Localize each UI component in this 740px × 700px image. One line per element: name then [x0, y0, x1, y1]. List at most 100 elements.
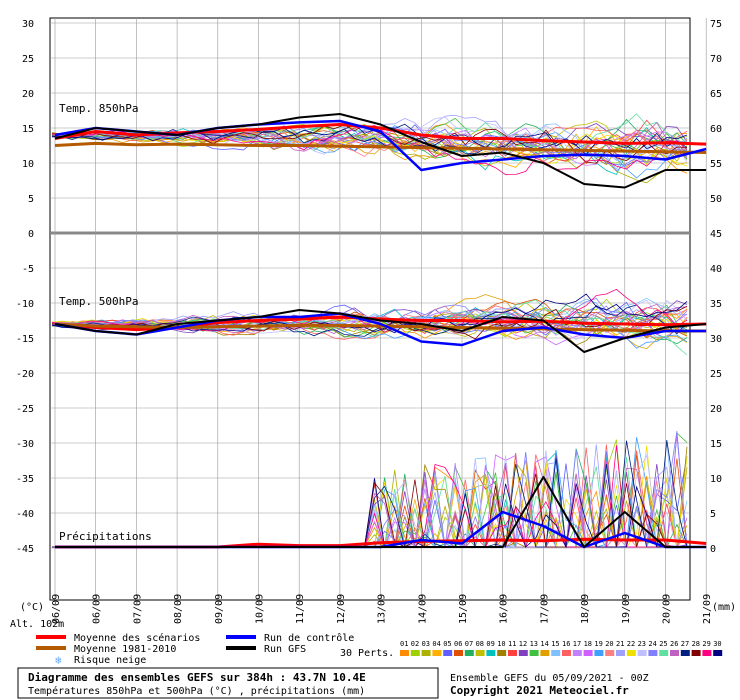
pert-swatch: [529, 650, 539, 656]
panel-label-precip: Précipitations: [59, 530, 152, 543]
pert-swatch: [594, 650, 604, 656]
pert-label: 05: [443, 640, 451, 648]
x-tick-label: 20/09: [662, 594, 673, 624]
pert-label: 27: [681, 640, 689, 648]
pert-label: 14: [540, 640, 548, 648]
right-tick-label: 35: [710, 299, 722, 310]
right-tick-label: 10: [710, 474, 722, 485]
series-line-850hPa: [54, 113, 707, 189]
pert-swatch: [637, 650, 647, 656]
x-tick-label: 11/09: [295, 594, 306, 624]
left-tick-label: 25: [22, 54, 34, 65]
series-line-500hPa: [54, 309, 707, 353]
pert-label: 12: [519, 640, 527, 648]
series-line-850hPa: [54, 141, 707, 154]
pert-label: 03: [422, 640, 430, 648]
pert-label: 09: [486, 640, 494, 648]
pert-swatch: [410, 650, 420, 656]
chart-subtitle: Températures 850hPa et 500hPa (°C) , pré…: [28, 685, 365, 697]
x-tick-label: 07/09: [132, 594, 143, 624]
right-tick-label: 25: [710, 369, 722, 380]
right-tick-label: 65: [710, 89, 722, 100]
pert-swatch: [486, 650, 496, 656]
pert-swatch: [680, 650, 690, 656]
perts-label: 30 Perts.: [340, 648, 394, 659]
right-tick-label: 15: [710, 439, 722, 450]
pert-label: 28: [692, 640, 700, 648]
pert-label: 21: [616, 640, 624, 648]
legend: Moyenne des scénarios Moyenne 1981-2010 …: [36, 632, 394, 667]
pert-label: 19: [594, 640, 602, 648]
pert-swatch: [702, 650, 712, 656]
altitude-label: Alt. 102m: [10, 619, 64, 630]
x-tick-label: 18/09: [580, 594, 591, 624]
left-tick-label: 30: [22, 19, 34, 30]
left-tick-label: -30: [16, 439, 34, 450]
left-tick-label: -40: [16, 509, 34, 520]
pert-swatch: [443, 650, 453, 656]
pert-label: 30: [713, 640, 721, 648]
left-tick-label: 10: [22, 159, 34, 170]
right-tick-label: 30: [710, 334, 722, 345]
pert-label: 29: [702, 640, 710, 648]
pert-label: 15: [551, 640, 559, 648]
pert-swatch: [421, 650, 431, 656]
x-tick-label: 16/09: [499, 594, 510, 624]
left-tick-label: -10: [16, 299, 34, 310]
x-tick-label: 13/09: [377, 594, 388, 624]
x-tick-label: 06/09: [51, 594, 62, 624]
x-tick-label: 14/09: [417, 594, 428, 624]
right-tick-label: 60: [710, 124, 722, 135]
pert-swatch: [464, 650, 474, 656]
x-tick-label: 17/09: [539, 594, 550, 624]
pert-swatch: [691, 650, 701, 656]
pert-label: 20: [605, 640, 613, 648]
chart-title: Diagramme des ensembles GEFS sur 384h : …: [28, 671, 366, 684]
left-tick-label: 20: [22, 89, 34, 100]
pert-swatch: [572, 650, 582, 656]
legend-label-control: Run de contrôle: [264, 632, 354, 644]
pert-label: 23: [638, 640, 646, 648]
pert-swatch: [626, 650, 636, 656]
left-axis-unit: (°C): [20, 602, 44, 613]
pert-label: 18: [584, 640, 592, 648]
right-tick-label: 75: [710, 19, 722, 30]
right-tick-label: 20: [710, 404, 722, 415]
right-tick-label: 0: [710, 544, 716, 555]
right-tick-label: 40: [710, 264, 722, 275]
pert-line-850: [51, 125, 688, 172]
right-tick-label: 50: [710, 194, 722, 205]
pert-swatch: [670, 650, 679, 656]
panel-label-850hpa: Temp. 850hPa: [59, 102, 138, 115]
copyright: Copyright 2021 Meteociel.fr: [450, 684, 629, 697]
pert-swatch: [616, 650, 625, 656]
x-tick-label: 21/09: [702, 594, 713, 624]
pert-label: 08: [476, 640, 484, 648]
pert-swatch: [454, 650, 463, 656]
pert-label: 06: [454, 640, 462, 648]
pert-label: 02: [411, 640, 419, 648]
pert-swatch: [713, 650, 723, 656]
pert-swatch: [400, 650, 409, 656]
pert-swatch: [540, 650, 550, 656]
panel-label-500hpa: Temp. 500hPa: [59, 295, 138, 308]
right-tick-label: 45: [710, 229, 722, 240]
right-tick-label: 70: [710, 54, 722, 65]
pert-swatch: [551, 650, 561, 656]
x-tick-label: 15/09: [458, 594, 469, 624]
series-line-precip: [55, 476, 707, 548]
pert-line-500: [51, 306, 688, 340]
left-tick-label: 0: [28, 229, 34, 240]
pert-swatch: [475, 650, 485, 656]
legend-label-snow: Risque neige: [74, 655, 146, 666]
pert-swatch: [659, 650, 669, 656]
x-tick-label: 19/09: [621, 594, 632, 624]
left-tick-label: -25: [16, 404, 34, 415]
ensemble-info: Ensemble GEFS du 05/09/2021 - 00Z: [450, 673, 649, 684]
pert-label: 01: [400, 640, 408, 648]
pert-swatch: [562, 650, 571, 656]
pert-label: 11: [508, 640, 516, 648]
left-tick-label: -45: [16, 544, 34, 555]
pert-label: 17: [573, 640, 581, 648]
